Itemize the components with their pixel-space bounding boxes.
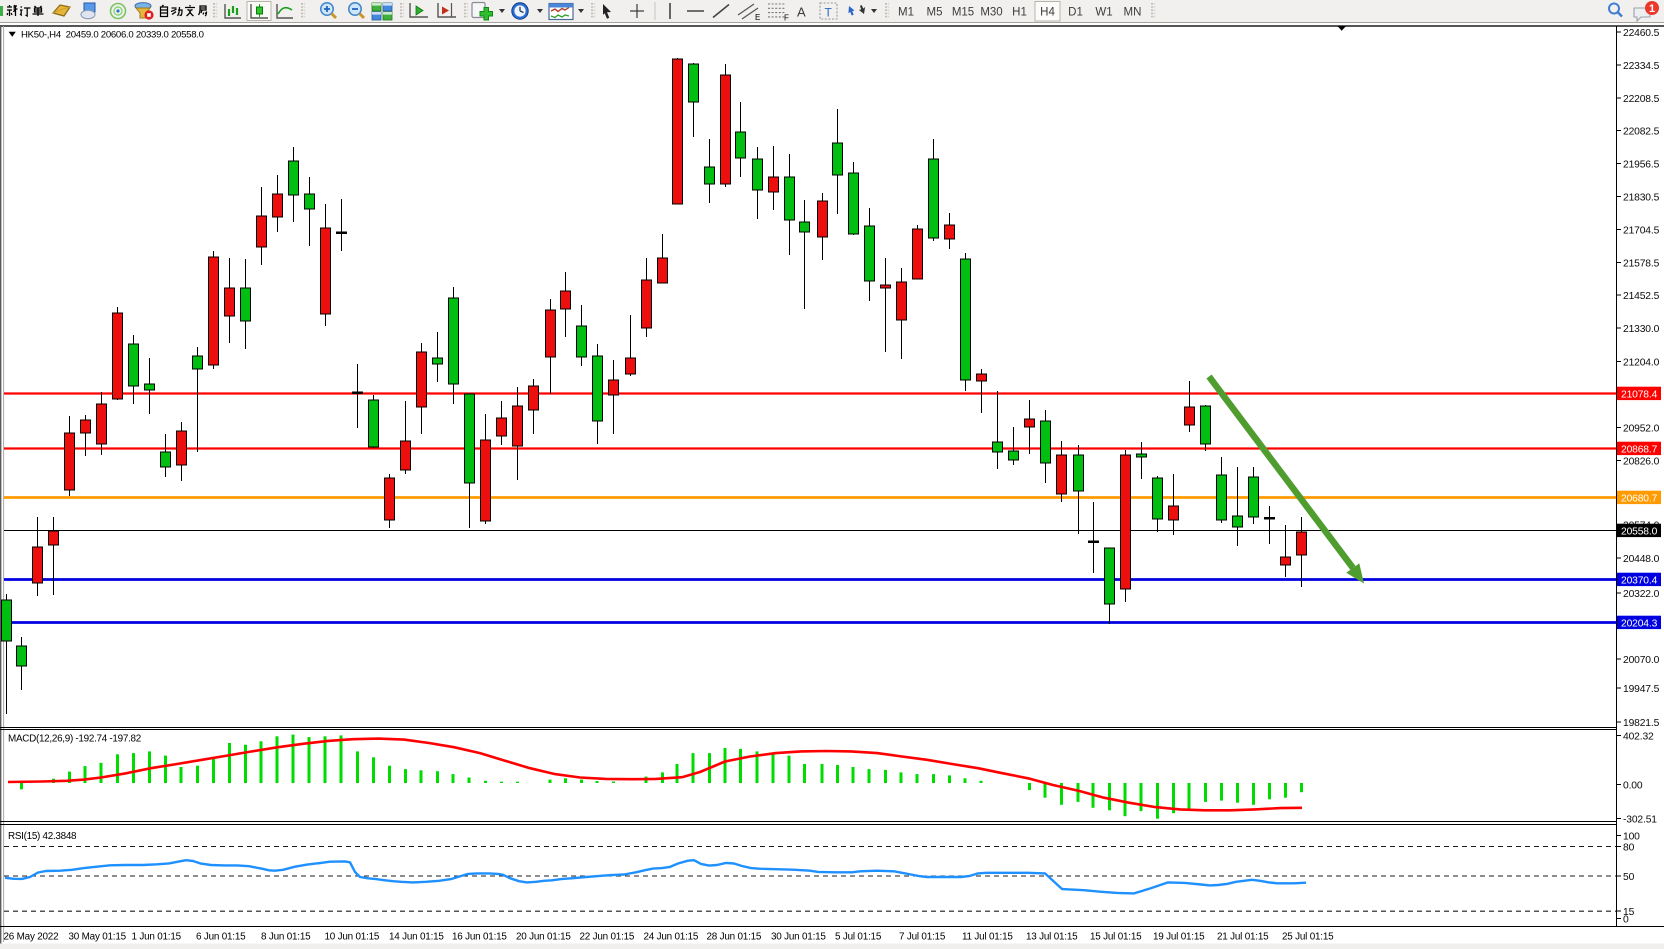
svg-text:13 Jul 01:15: 13 Jul 01:15 bbox=[1026, 932, 1078, 943]
svg-text:22082.5: 22082.5 bbox=[1623, 126, 1660, 137]
svg-text:1: 1 bbox=[1649, 3, 1655, 15]
svg-text:20 Jun 01:15: 20 Jun 01:15 bbox=[516, 932, 571, 943]
svg-text:100: 100 bbox=[1623, 831, 1640, 842]
svg-text:1 Jun 01:15: 1 Jun 01:15 bbox=[132, 932, 182, 943]
svg-text:8 Jun 01:15: 8 Jun 01:15 bbox=[261, 932, 311, 943]
svg-text:19947.5: 19947.5 bbox=[1623, 684, 1660, 695]
svg-text:M15: M15 bbox=[952, 7, 974, 19]
svg-text:26 May 2022: 26 May 2022 bbox=[4, 932, 59, 943]
svg-text:19 Jul 01:15: 19 Jul 01:15 bbox=[1153, 932, 1205, 943]
svg-text:30 May 01:15: 30 May 01:15 bbox=[69, 932, 127, 943]
svg-text:21578.5: 21578.5 bbox=[1623, 258, 1660, 269]
svg-text:21956.5: 21956.5 bbox=[1623, 159, 1660, 170]
svg-text:15: 15 bbox=[1623, 907, 1635, 918]
svg-text:0: 0 bbox=[1623, 914, 1629, 925]
svg-text:22208.5: 22208.5 bbox=[1623, 94, 1660, 105]
svg-text:24 Jun 01:15: 24 Jun 01:15 bbox=[644, 932, 699, 943]
svg-text:402.32: 402.32 bbox=[1623, 731, 1654, 742]
svg-text:20868.7: 20868.7 bbox=[1621, 444, 1658, 455]
svg-text:21 Jul 01:15: 21 Jul 01:15 bbox=[1217, 932, 1269, 943]
svg-text:22 Jun 01:15: 22 Jun 01:15 bbox=[580, 932, 635, 943]
svg-text:D1: D1 bbox=[1068, 7, 1083, 19]
svg-text:30 Jun 01:15: 30 Jun 01:15 bbox=[771, 932, 826, 943]
svg-text:HK50-,H4 20459.0 20606.0 2033: HK50-,H4 20459.0 20606.0 20339.0 20558.0 bbox=[21, 29, 204, 40]
svg-text:16 Jun 01:15: 16 Jun 01:15 bbox=[452, 932, 507, 943]
svg-text:20070.0: 20070.0 bbox=[1623, 655, 1660, 666]
svg-text:M30: M30 bbox=[980, 7, 1002, 19]
svg-text:11 Jul 01:15: 11 Jul 01:15 bbox=[962, 932, 1013, 943]
svg-text:20448.0: 20448.0 bbox=[1623, 554, 1660, 565]
svg-text:RSI(15) 42.3848: RSI(15) 42.3848 bbox=[8, 831, 77, 842]
svg-text:M5: M5 bbox=[927, 7, 943, 19]
svg-text:10 Jun 01:15: 10 Jun 01:15 bbox=[325, 932, 380, 943]
svg-text:22460.5: 22460.5 bbox=[1623, 28, 1660, 39]
svg-text:E: E bbox=[755, 13, 760, 22]
svg-text:MACD(12,26,9) -192.74 -197.82: MACD(12,26,9) -192.74 -197.82 bbox=[8, 734, 141, 745]
svg-text:19821.5: 19821.5 bbox=[1623, 718, 1660, 729]
svg-text:0.00: 0.00 bbox=[1623, 780, 1643, 791]
svg-text:20204.3: 20204.3 bbox=[1621, 618, 1658, 629]
svg-text:5 Jul 01:15: 5 Jul 01:15 bbox=[835, 932, 882, 943]
svg-text:50: 50 bbox=[1623, 872, 1635, 883]
svg-text:21704.5: 21704.5 bbox=[1623, 225, 1660, 236]
svg-text:22334.5: 22334.5 bbox=[1623, 61, 1660, 72]
svg-text:20680.7: 20680.7 bbox=[1621, 493, 1658, 504]
svg-text:21204.0: 21204.0 bbox=[1623, 357, 1660, 368]
svg-text:-302.51: -302.51 bbox=[1623, 814, 1657, 825]
svg-text:MN: MN bbox=[1124, 7, 1142, 19]
svg-text:F: F bbox=[784, 14, 789, 23]
svg-text:H1: H1 bbox=[1012, 7, 1027, 19]
svg-text:80: 80 bbox=[1623, 842, 1635, 853]
svg-text:14 Jun 01:15: 14 Jun 01:15 bbox=[389, 932, 444, 943]
svg-text:20370.4: 20370.4 bbox=[1621, 575, 1658, 586]
svg-text:20558.0: 20558.0 bbox=[1621, 526, 1658, 537]
svg-text:20826.0: 20826.0 bbox=[1623, 456, 1660, 467]
svg-text:T: T bbox=[825, 6, 833, 20]
svg-text:20952.0: 20952.0 bbox=[1623, 423, 1660, 434]
svg-text:H4: H4 bbox=[1040, 7, 1055, 19]
svg-text:21330.0: 21330.0 bbox=[1623, 324, 1660, 335]
svg-text:20322.0: 20322.0 bbox=[1623, 589, 1660, 600]
svg-text:25 Jul 01:15: 25 Jul 01:15 bbox=[1282, 932, 1334, 943]
svg-text:21830.5: 21830.5 bbox=[1623, 192, 1660, 203]
svg-text:28 Jun 01:15: 28 Jun 01:15 bbox=[707, 932, 762, 943]
svg-text:7 Jul 01:15: 7 Jul 01:15 bbox=[899, 932, 946, 943]
svg-text:M1: M1 bbox=[898, 7, 914, 19]
svg-text:21452.5: 21452.5 bbox=[1623, 291, 1660, 302]
svg-text:W1: W1 bbox=[1095, 7, 1112, 19]
svg-text:21078.4: 21078.4 bbox=[1621, 389, 1658, 400]
svg-text:15 Jul 01:15: 15 Jul 01:15 bbox=[1090, 932, 1142, 943]
svg-text:A: A bbox=[797, 5, 806, 20]
svg-text:6 Jun 01:15: 6 Jun 01:15 bbox=[196, 932, 246, 943]
